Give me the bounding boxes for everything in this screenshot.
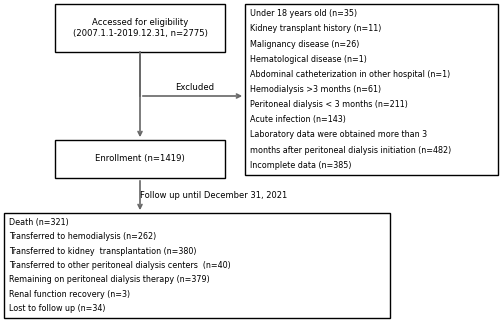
Bar [245, 4, 498, 175]
Text: Death (n=321): Death (n=321) [9, 218, 69, 227]
Text: Follow up until December 31, 2021: Follow up until December 31, 2021 [140, 192, 287, 201]
Text: Malignancy disease (n=26): Malignancy disease (n=26) [250, 40, 360, 48]
Text: Laboratory data were obtained more than 3: Laboratory data were obtained more than … [250, 130, 427, 140]
Text: Hemodialysis >3 months (n=61): Hemodialysis >3 months (n=61) [250, 85, 381, 94]
Text: Transferred to other peritoneal dialysis centers  (n=40): Transferred to other peritoneal dialysis… [9, 261, 231, 270]
Bar [4, 213, 390, 318]
Bar [55, 4, 225, 52]
Text: months after peritoneal dialysis initiation (n=482): months after peritoneal dialysis initiat… [250, 146, 451, 154]
Text: Enrollment (n=1419): Enrollment (n=1419) [95, 154, 185, 163]
Text: Under 18 years old (n=35): Under 18 years old (n=35) [250, 9, 357, 18]
Text: Abdominal catheterization in other hospital (n=1): Abdominal catheterization in other hospi… [250, 70, 450, 79]
Text: Accessed for eligibility
(2007.1.1-2019.12.31, n=2775): Accessed for eligibility (2007.1.1-2019.… [72, 18, 208, 38]
Text: Kidney transplant history (n=11): Kidney transplant history (n=11) [250, 25, 382, 34]
Text: Lost to follow up (n=34): Lost to follow up (n=34) [9, 304, 106, 313]
Text: Remaining on peritoneal dialysis therapy (n=379): Remaining on peritoneal dialysis therapy… [9, 276, 210, 284]
Text: Hematological disease (n=1): Hematological disease (n=1) [250, 55, 367, 64]
Text: Transferred to hemodialysis (n=262): Transferred to hemodialysis (n=262) [9, 232, 156, 241]
Text: Incomplete data (n=385): Incomplete data (n=385) [250, 161, 352, 170]
Text: Peritoneal dialysis < 3 months (n=211): Peritoneal dialysis < 3 months (n=211) [250, 100, 408, 109]
Text: Excluded: Excluded [176, 84, 214, 92]
Text: Transferred to kidney  transplantation (n=380): Transferred to kidney transplantation (n… [9, 247, 196, 255]
Text: Acute infection (n=143): Acute infection (n=143) [250, 115, 346, 124]
Bar [55, 140, 225, 178]
Text: Renal function recovery (n=3): Renal function recovery (n=3) [9, 290, 130, 299]
